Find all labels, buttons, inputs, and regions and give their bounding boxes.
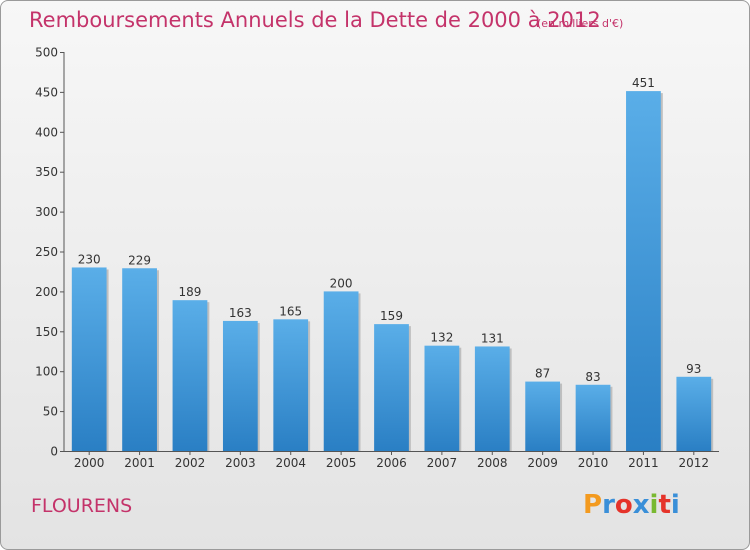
- bar-value-label: 451: [632, 76, 655, 90]
- x-tick-label: 2000: [74, 456, 105, 470]
- y-tick-label: 150: [35, 325, 58, 339]
- bar-value-label: 87: [535, 367, 550, 381]
- y-tick-label: 500: [35, 46, 58, 60]
- x-tick-label: 2007: [427, 456, 458, 470]
- x-tick-label: 2012: [679, 456, 710, 470]
- logo-letter: i: [670, 490, 680, 520]
- bar-value-label: 83: [585, 370, 600, 384]
- y-tick-label: 350: [35, 165, 58, 179]
- bar-value-label: 132: [430, 331, 453, 345]
- bar: [323, 291, 359, 451]
- bar: [575, 384, 611, 451]
- y-tick-label: 100: [35, 365, 58, 379]
- logo-letter: t: [658, 490, 671, 520]
- bar: [122, 268, 157, 451]
- x-tick-label: 2006: [376, 456, 407, 470]
- logo-letter: i: [649, 490, 659, 520]
- bar: [222, 320, 258, 451]
- bar: [71, 267, 107, 451]
- y-tick-label: 250: [35, 245, 58, 259]
- logo-letter: o: [614, 490, 633, 520]
- bar-value-label: 159: [380, 309, 403, 323]
- bar-value-label: 93: [686, 362, 701, 376]
- commune-name: FLOURENS: [31, 495, 133, 517]
- y-tick-label: 300: [35, 205, 58, 219]
- logo-letter: x: [632, 490, 650, 520]
- x-tick-label: 2002: [175, 456, 206, 470]
- bar-value-label: 165: [279, 304, 302, 318]
- bar-value-label: 200: [330, 276, 353, 290]
- bar-value-label: 131: [481, 331, 504, 345]
- y-tick-label: 400: [35, 125, 58, 139]
- logo-letter: r: [602, 490, 615, 520]
- bar: [626, 91, 661, 452]
- bar: [172, 300, 208, 451]
- x-tick-label: 2004: [275, 456, 306, 470]
- bar-value-label: 230: [78, 252, 101, 266]
- x-tick-label: 2008: [477, 456, 508, 470]
- chart-subtitle: (en milliers d'€): [537, 17, 624, 30]
- bar: [374, 324, 409, 451]
- bar: [525, 381, 561, 451]
- bar: [474, 346, 510, 451]
- y-tick-label: 200: [35, 285, 58, 299]
- x-tick-label: 2009: [527, 456, 558, 470]
- y-tick-label: 0: [50, 445, 58, 459]
- x-tick-label: 2010: [578, 456, 609, 470]
- logo-letter: P: [583, 490, 603, 520]
- chart-title: Remboursements Annuels de la Dette de 20…: [29, 8, 601, 32]
- bar-value-label: 163: [229, 306, 252, 320]
- bar: [424, 345, 460, 451]
- bar: [676, 376, 712, 451]
- bar-value-label: 229: [128, 253, 151, 267]
- bar-value-label: 189: [179, 285, 202, 299]
- x-tick-label: 2011: [628, 456, 659, 470]
- bar: [273, 319, 309, 451]
- x-tick-label: 2005: [326, 456, 357, 470]
- proxiti-logo[interactable]: Proxiti: [583, 490, 680, 520]
- y-tick-label: 50: [43, 405, 58, 419]
- x-tick-label: 2003: [225, 456, 256, 470]
- x-tick-label: 2001: [124, 456, 155, 470]
- y-tick-label: 450: [35, 85, 58, 99]
